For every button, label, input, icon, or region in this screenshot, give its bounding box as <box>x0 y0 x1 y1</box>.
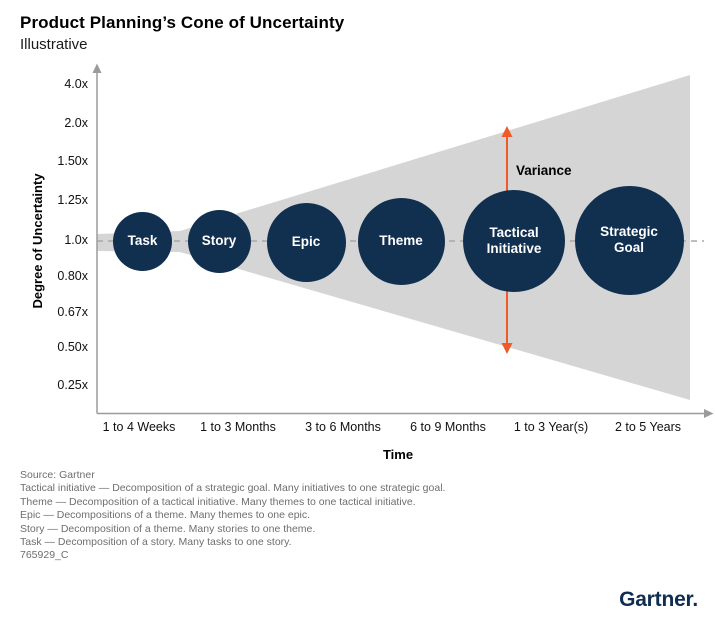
variance-arrow-up-icon <box>501 126 513 137</box>
node-strategic-goal-label: Strategic Goal <box>600 223 658 255</box>
node-tactical-initiative-label: Tactical Initiative <box>486 224 542 256</box>
source-line: Source: Gartner <box>20 469 95 481</box>
x-tick-1-to-3-years: 1 to 3 Year(s) <box>513 420 589 434</box>
node-story: Story <box>187 209 251 273</box>
page-title: Product Planning’s Cone of Uncertainty <box>20 13 345 32</box>
x-tick-3-to-6-months: 3 to 6 Months <box>305 420 381 434</box>
node-strategic-goal: Strategic Goal <box>574 185 684 295</box>
y-tick-0.50x: 0.50x <box>57 340 88 354</box>
x-axis-title: Time <box>382 447 414 462</box>
node-epic: Epic <box>266 202 346 282</box>
y-axis-arrowhead-icon <box>92 63 102 73</box>
y-tick-4.0x: 4.0x <box>64 77 88 91</box>
footer-notes: Source: Gartner Tactical initiative — De… <box>20 469 445 563</box>
x-tick-2-to-5-years: 2 to 5 Years <box>614 420 682 434</box>
page-subtitle: Illustrative <box>20 36 88 53</box>
y-tick-0.67x: 0.67x <box>57 305 88 319</box>
note-epic: Epic — Decompositions of a theme. Many t… <box>20 509 311 522</box>
y-axis-title: Degree of Uncertainty <box>30 173 45 309</box>
variance-label: Variance <box>516 163 572 178</box>
document-id: 765929_C <box>20 549 69 562</box>
node-theme-label: Theme <box>379 232 423 248</box>
node-story-label: Story <box>201 232 237 248</box>
variance-arrow-down-icon <box>501 343 513 354</box>
y-tick-1.50x: 1.50x <box>57 154 88 168</box>
note-theme: Theme — Decomposition of a tactical init… <box>20 495 416 508</box>
y-tick-1.25x: 1.25x <box>57 193 88 207</box>
node-tactical-initiative: Tactical Initiative <box>463 190 565 292</box>
node-epic-label: Epic <box>291 233 321 249</box>
x-tick-6-to-9-months: 6 to 9 Months <box>410 420 486 434</box>
note-story: Story — Decomposition of a theme. Many s… <box>20 522 316 535</box>
y-tick-2.0x: 2.0x <box>64 116 88 130</box>
y-tick-0.80x: 0.80x <box>57 269 88 283</box>
x-tick-1-to-4-weeks: 1 to 4 Weeks <box>102 420 176 434</box>
y-tick-1.0x: 1.0x <box>64 233 88 247</box>
x-tick-1-to-3-months: 1 to 3 Months <box>200 420 276 434</box>
node-task-label: Task <box>127 232 158 248</box>
gartner-logo: Gartner. <box>619 588 698 611</box>
node-task: Task <box>113 211 172 271</box>
y-tick-0.25x: 0.25x <box>57 378 88 392</box>
x-axis-arrowhead-icon <box>704 409 714 418</box>
note-tactical: Tactical initiative — Decomposition of a… <box>20 482 446 495</box>
node-theme: Theme <box>357 197 445 285</box>
note-task: Task — Decomposition of a story. Many ta… <box>20 536 292 549</box>
